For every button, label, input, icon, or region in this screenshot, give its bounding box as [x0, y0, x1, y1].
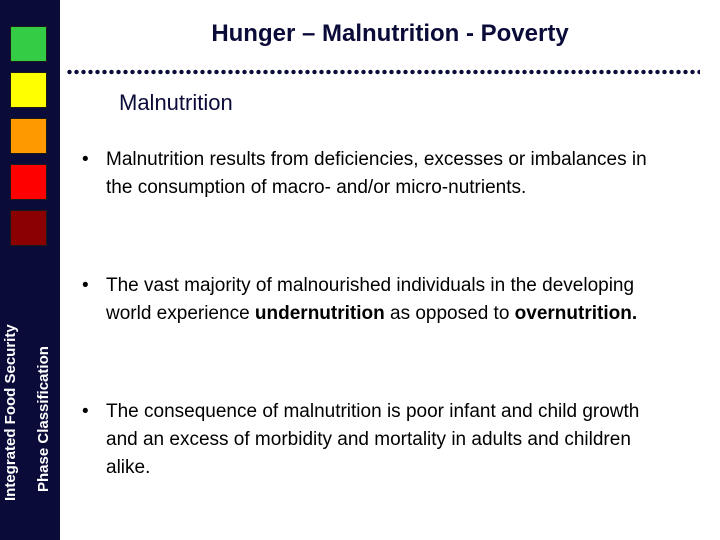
bullet-text: The vast majority of malnourished indivi…	[106, 275, 635, 324]
bullet-text: Malnutrition results from deficiencies, …	[106, 149, 647, 198]
yellow-phase-swatch	[10, 72, 47, 108]
slide-title: Hunger – Malnutrition - Poverty	[211, 20, 569, 47]
slide-subtitle: Malnutrition	[119, 90, 233, 115]
sidebar-label-line2: Phase Classification	[35, 346, 52, 492]
bullet-marker: •	[82, 401, 89, 422]
bullet-item: • The consequence of malnutrition is poo…	[82, 398, 672, 482]
bullet-text: The consequence of malnutrition is poor …	[106, 401, 640, 478]
red-phase-swatch	[10, 164, 47, 200]
orange-phase-swatch	[10, 118, 47, 154]
bullet-item: • Malnutrition results from deficiencies…	[82, 146, 672, 202]
green-phase-swatch	[10, 26, 47, 62]
sidebar-label-line1: Integrated Food Security	[2, 324, 19, 501]
bullet-marker: •	[82, 275, 89, 296]
bullet-marker: •	[82, 149, 89, 170]
bullet-text: as opposed to	[384, 303, 515, 324]
dotted-divider	[66, 68, 700, 76]
bullet-item: • The vast majority of malnourished indi…	[82, 272, 672, 328]
sidebar: Integrated Food Security Phase Classific…	[0, 0, 60, 540]
bullet-emphasis: overnutrition.	[514, 303, 638, 324]
dark-red-phase-swatch	[10, 210, 47, 246]
bullet-emphasis: undernutrition	[254, 303, 385, 324]
